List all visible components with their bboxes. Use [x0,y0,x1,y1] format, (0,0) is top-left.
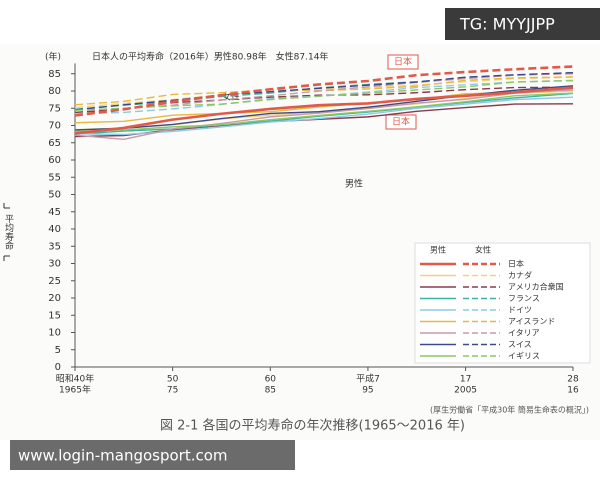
y-tick-label: 80 [48,86,61,97]
y-tick-label: 75 [48,103,61,114]
x-tick-label: 平成7 [356,373,380,385]
legend-label: 日本 [508,259,524,269]
legend-label: アイスランド [508,317,555,326]
y-axis-title: 平均寿命 [3,214,14,251]
x-tick-label: 2005 [454,386,477,396]
female-line [74,72,574,111]
y-tick-label: 15 [48,310,61,321]
legend-label: イギリス [508,352,540,361]
y-tick-label: 0 [55,362,61,373]
y-tick-label: 85 [48,69,61,80]
legend-label: イタリア [508,329,540,338]
y-tick-label: 55 [48,172,61,183]
y-unit: (年) [45,51,61,63]
male-line [74,86,574,135]
y-tick-label: 60 [48,155,61,166]
y-tick-label: 65 [48,138,61,149]
y-tick-label: 5 [55,345,61,356]
legend-label: スイス [508,340,532,349]
legend-label: ドイツ [508,306,532,315]
legend-label: アメリカ合衆国 [508,282,564,292]
chart-title: 日本人の平均寿命（2016年）男性80.98年 女性87.14年 [92,51,328,63]
legend-header: 男性 [430,245,446,255]
x-tick-label: 28 [567,375,579,385]
watermark: www.login-mangosport.com [18,447,228,465]
annotation: 男性 [345,178,363,190]
female-line [74,86,574,114]
annotation-box [387,54,419,70]
x-tick-label: 50 [167,375,179,385]
y-tick-label: 50 [48,190,61,201]
female-line [74,65,574,117]
x-tick-label: 昭和40年 [56,373,94,385]
watermark-box [445,8,600,40]
female-line [74,79,574,112]
source: (厚生労働省「平成30年 簡易生命表の概況」) [430,405,589,415]
y-tick-label: 40 [48,224,61,235]
legend-label: フランス [508,294,540,303]
x-tick-label: 17 [460,375,471,385]
y-tick-label: 25 [48,276,61,287]
y-tick-label: 10 [48,328,61,339]
x-tick-label: 75 [167,386,178,396]
chart-background [0,44,600,440]
y-tick-label: 30 [48,259,61,270]
watermark: TG: MYYJJPP [459,15,555,34]
legend-header: 女性 [475,245,491,255]
x-tick-label: 16 [567,386,579,396]
y-tick-label: 35 [48,241,61,252]
caption: 図 2-1 各国の平均寿命の年次推移(1965～2016 年) [160,418,465,434]
male-line [74,92,574,133]
annotation: 日本 [392,116,410,128]
y-tick-label: 70 [48,121,61,132]
male-line [74,89,574,141]
y-title-bracket [3,203,10,261]
watermark-box [10,440,295,470]
female-line [74,73,574,117]
y-tick-label: 20 [48,293,61,304]
annotation-box [385,114,417,130]
annotation: 日本 [394,56,412,68]
legend-label: カナダ [508,270,532,280]
x-tick-label: 1965年 [59,384,91,396]
x-tick-label: 95 [362,386,373,396]
x-tick-label: 60 [265,375,277,385]
x-tick-label: 85 [265,386,276,396]
y-tick-label: 45 [48,207,61,218]
